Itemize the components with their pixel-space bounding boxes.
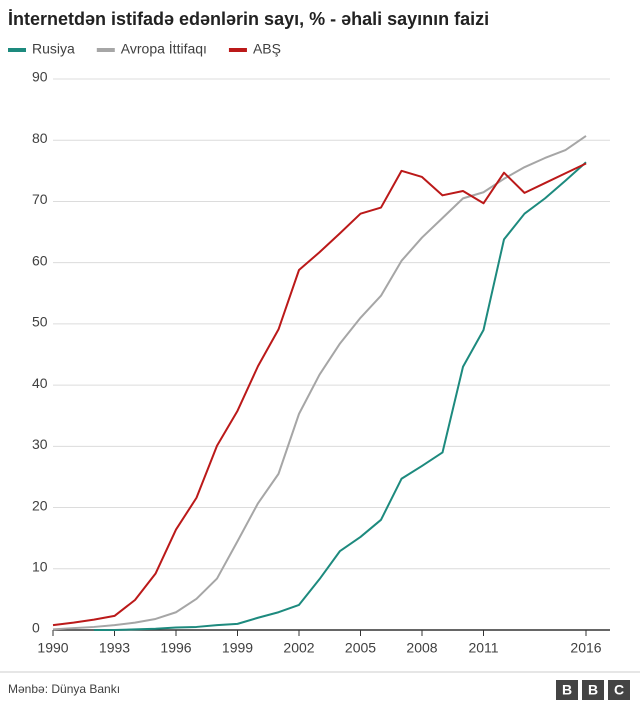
y-tick-label: 0 bbox=[32, 620, 40, 636]
series-line bbox=[52, 135, 587, 631]
x-tick-label: 2002 bbox=[283, 640, 314, 656]
legend-swatch bbox=[96, 48, 115, 52]
logo-box bbox=[608, 680, 630, 700]
series-line bbox=[94, 161, 587, 631]
y-tick-label: 10 bbox=[32, 558, 48, 574]
legend-label: Avropa İttifaqı bbox=[121, 40, 207, 57]
logo-box bbox=[556, 680, 578, 700]
legend-label: Rusiya bbox=[32, 41, 75, 57]
legend: Rusiya Avropa İttifaqı ABŞ bbox=[8, 40, 281, 57]
logo-box bbox=[582, 680, 604, 700]
x-tick-label: 2008 bbox=[406, 640, 437, 656]
y-tick-label: 30 bbox=[32, 436, 48, 452]
y-tick-label: 80 bbox=[32, 130, 48, 146]
source: Mənbə: Dünya Bankı bbox=[8, 682, 120, 696]
series-line bbox=[52, 162, 587, 627]
y-tick-label: 50 bbox=[32, 314, 48, 330]
logo-letter: C bbox=[614, 682, 624, 698]
y-tick-label: 70 bbox=[32, 191, 48, 207]
x-tick-label: 2011 bbox=[468, 640, 498, 656]
y-tick-label: 40 bbox=[32, 375, 48, 391]
legend-label: ABŞ bbox=[253, 41, 281, 57]
y-tick-label: 90 bbox=[32, 69, 48, 85]
y-tick-label: 60 bbox=[32, 252, 48, 268]
chart-title: İnternetdən istifadə edənlərin sayı, % -… bbox=[8, 9, 489, 29]
legend-swatch bbox=[8, 48, 26, 52]
logo-letter: B bbox=[588, 682, 598, 698]
y-tick-label: 20 bbox=[32, 497, 48, 513]
x-tick-label: 1999 bbox=[222, 640, 253, 656]
x-tick-label: 1996 bbox=[160, 640, 191, 656]
legend-swatch bbox=[228, 48, 247, 52]
x-tick-label: 2005 bbox=[345, 640, 376, 656]
x-tick-label: 1990 bbox=[37, 640, 68, 656]
x-tick-label: 1993 bbox=[99, 640, 130, 656]
x-tick-label: 2016 bbox=[570, 640, 601, 656]
logo-letter: B bbox=[562, 682, 572, 698]
